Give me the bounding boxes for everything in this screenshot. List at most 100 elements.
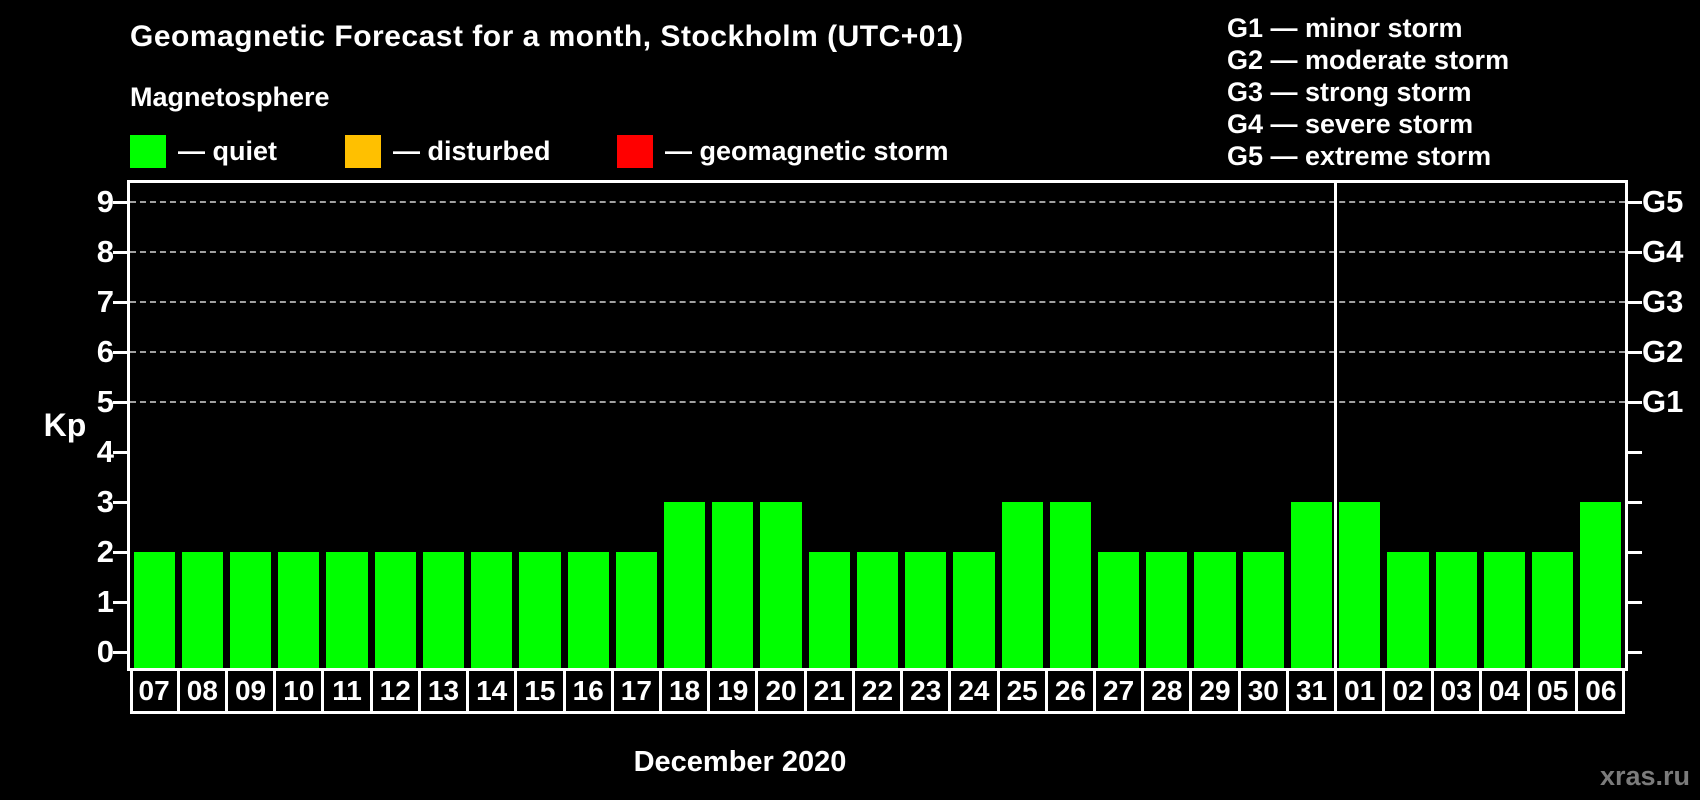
y-tick-label-6: 6 [96,334,114,369]
y-tick-label-7: 7 [96,284,114,319]
day-cell-divider [1430,671,1434,711]
plot-area [130,183,1625,668]
magnetosphere-legend-heading: Magnetosphere [130,82,330,112]
right-tick-kp3 [1628,500,1642,504]
gridline-kp6 [130,351,1625,353]
day-cell-divider [1093,671,1097,711]
kp-bar-day-09 [229,552,272,668]
disturbed-color-swatch [345,135,381,168]
kp-bar-day-03 [1435,552,1477,668]
right-tick-kp8 [1628,250,1642,254]
day-label-04: 04 [1488,675,1520,706]
kp-bar-day-16 [567,552,609,668]
left-tick-kp1 [113,600,127,604]
right-axis-label-g5: G5 [1642,184,1684,219]
day-label-16: 16 [572,675,604,706]
kp-bar-day-10 [278,552,320,668]
kp-bar-day-08 [181,552,223,668]
day-cell-divider [466,671,470,711]
day-label-18: 18 [669,675,701,706]
kp-bar-day-06 [1580,502,1622,668]
day-label-11: 11 [332,675,362,706]
kp-bar-day-30 [1242,552,1284,668]
right-tick-kp1 [1628,600,1642,604]
day-cell-divider [1285,671,1289,711]
kp-bar-day-27 [1098,552,1140,668]
legend-item-geomagnetic-storm: — geomagnetic storm [617,135,949,168]
y-axis-label: Kp [43,407,87,443]
left-tick-kp5 [113,400,127,404]
day-label-02: 02 [1392,675,1424,706]
day-label-21: 21 [813,675,845,706]
day-cell-divider [224,671,228,711]
day-cell-divider [707,671,711,711]
day-label-12: 12 [379,675,411,706]
day-label-06: 06 [1585,675,1617,706]
quiet-color-swatch [130,135,166,168]
left-tick-kp6 [113,350,127,354]
day-cell-divider [417,671,421,711]
day-label-09: 09 [234,675,267,706]
storm-scale-line-2: G2 — moderate storm [1227,45,1510,75]
day-label-30: 30 [1247,675,1279,706]
day-label-19: 19 [717,675,749,706]
kp-bar-day-07 [133,552,175,668]
kp-bar-day-28 [1146,552,1188,668]
day-cell-divider [900,671,904,711]
right-tick-kp9 [1628,200,1642,204]
day-label-25: 25 [1006,675,1038,706]
day-label-05: 05 [1537,675,1569,706]
storm-scale-legend: G1 — minor storm G2 — moderate storm G3 — … [1227,12,1509,172]
legend-item-disturbed: — disturbed [345,135,551,168]
y-tick-label-1: 1 [96,584,114,619]
day-cell-divider [1141,671,1145,711]
kp-bar-day-25 [1001,502,1043,668]
storm-scale-line-1: G1 — minor storm [1227,13,1463,43]
day-label-27: 27 [1103,675,1135,706]
day-label-01: 01 [1344,675,1376,706]
storm-scale-line-5: G5 — extreme storm [1227,141,1492,171]
day-label-23: 23 [910,675,942,706]
day-cell-divider [1237,671,1241,711]
chart-title: Geomagnetic Forecast for a month, Stockh… [130,20,964,53]
y-tick-label-5: 5 [96,384,114,419]
day-cell-divider [803,671,807,711]
legend-label-geomagnetic-storm: — geomagnetic storm [665,136,949,166]
day-cell-divider [1575,671,1579,711]
right-axis-label-g3: G3 [1642,284,1684,319]
day-cell-divider [851,671,855,711]
left-tick-kp3 [113,500,127,504]
day-cell-divider [369,671,373,711]
kp-bar-day-12 [374,552,416,668]
legend-item-quiet: — quiet [130,135,277,168]
month-separator-line [1334,183,1338,668]
kp-bar-day-05 [1532,552,1574,668]
day-label-07: 07 [138,675,170,706]
kp-bar-day-13 [422,552,465,668]
day-cell-divider [1334,671,1338,711]
left-tick-kp4 [113,450,127,454]
kp-bar-day-31 [1290,502,1333,668]
right-axis-label-g1: G1 [1642,384,1684,419]
day-cell-divider [321,671,325,711]
gridline-kp9 [130,201,1625,203]
kp-bar-day-22 [856,552,899,668]
kp-bar-day-17 [615,552,657,668]
legend-label-disturbed: — disturbed [393,136,551,166]
day-cell-divider [1478,671,1482,711]
day-label-22: 22 [861,675,894,706]
right-tick-kp4 [1628,450,1642,454]
kp-bar-day-14 [471,552,513,668]
right-tick-kp5 [1628,400,1642,404]
day-label-14: 14 [476,675,508,706]
day-label-29: 29 [1199,675,1231,706]
day-label-03: 03 [1440,675,1472,706]
month-label: December 2020 [633,746,847,778]
kp-bar-day-23 [905,552,947,668]
left-tick-kp7 [113,300,127,304]
y-tick-label-3: 3 [96,484,114,519]
y-tick-label-4: 4 [96,434,114,469]
legend-label-quiet: — quiet [178,136,277,166]
storm-scale-line-4: G4 — severe storm [1227,109,1474,139]
